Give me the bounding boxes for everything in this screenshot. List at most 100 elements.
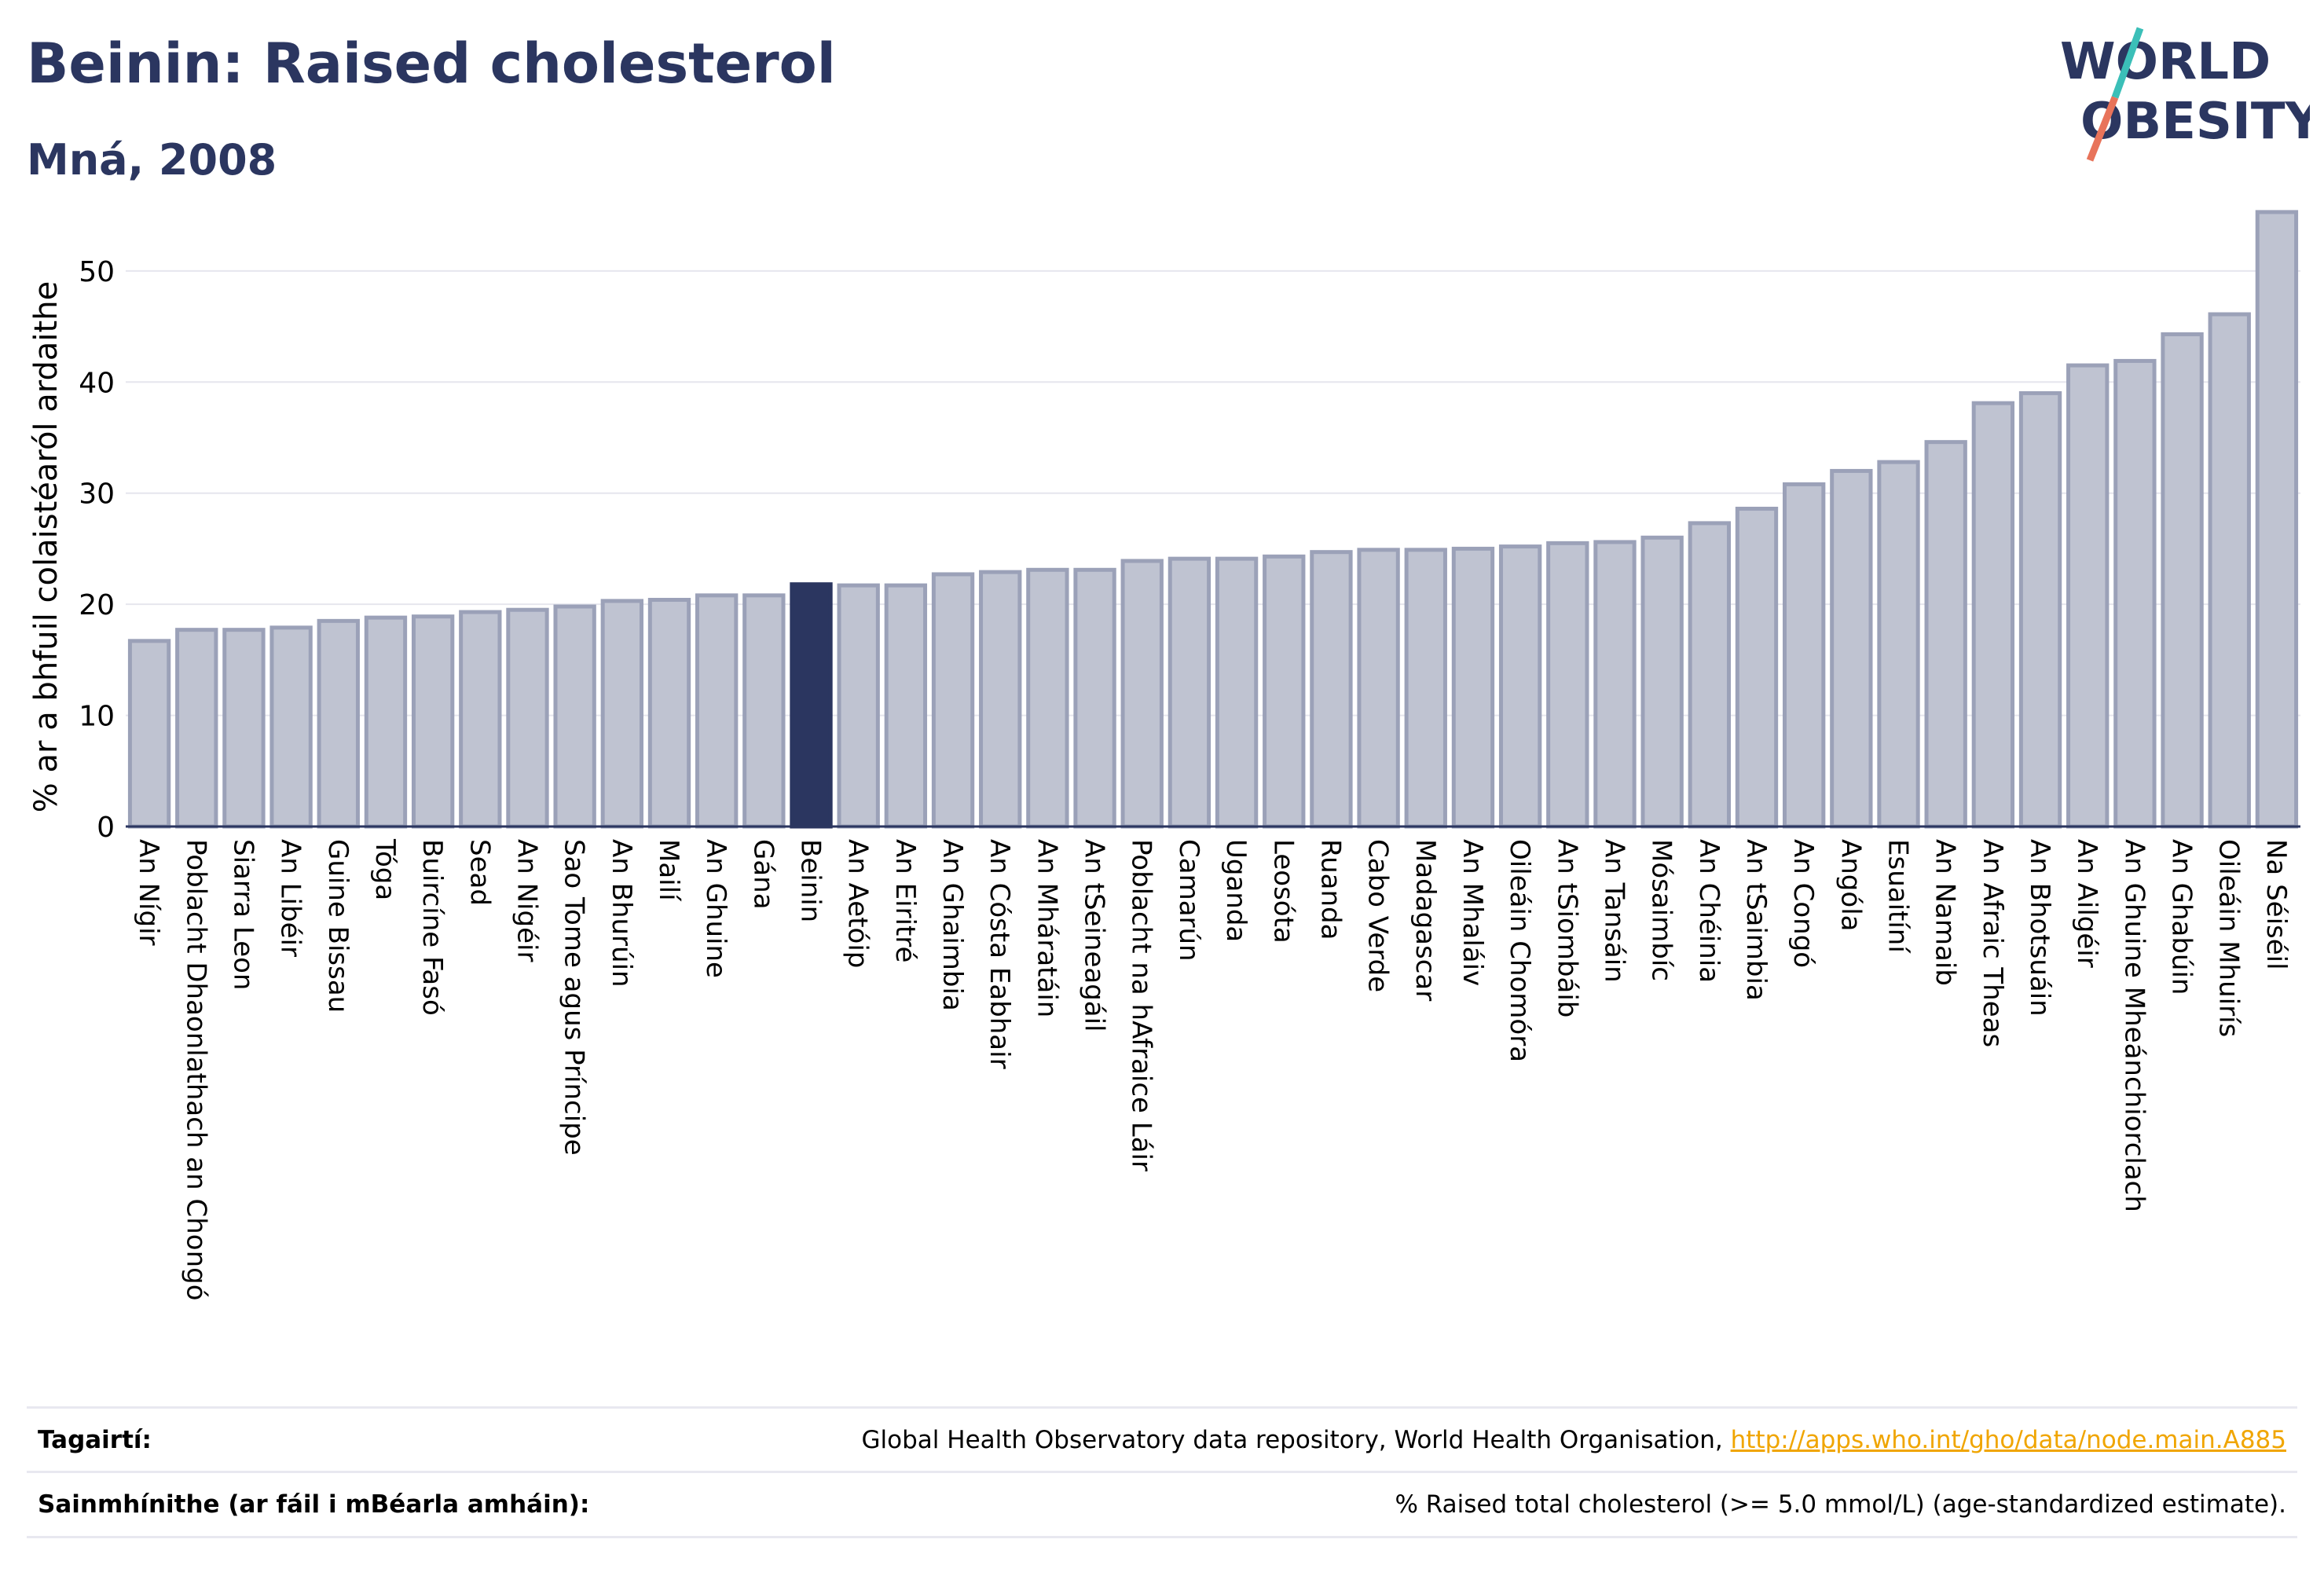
- logo-slash-top: [2111, 27, 2144, 99]
- bar: [2066, 363, 2110, 829]
- bar: [2255, 210, 2299, 829]
- logo-text-obesity: OBESITY: [2080, 93, 2310, 151]
- x-tick-label: Siarra Leon: [227, 839, 258, 990]
- bar: [979, 570, 1022, 829]
- bar: [1310, 550, 1353, 829]
- x-tick-label: An Ghaimbia: [937, 839, 968, 1011]
- bar: [931, 572, 975, 829]
- logo-slash-bottom: [2086, 96, 2119, 162]
- bar: [837, 583, 880, 829]
- x-tick-label: An Namaib: [1930, 839, 1961, 986]
- x-tick-label: Poblacht Dhaonlathach an Chongó: [180, 839, 211, 1301]
- references-row: Tagairtí: Global Health Observatory data…: [27, 1406, 2297, 1472]
- x-tick-label: An tSeineagáil: [1079, 839, 1110, 1032]
- bar: [1877, 460, 1920, 829]
- bar-highlight: [790, 582, 833, 829]
- category-labels: An Nígir Poblacht Dhaonlathach an Chongó S…: [133, 838, 2292, 1301]
- x-tick-label: An Afraic Theas: [1977, 839, 2008, 1047]
- bar: [1498, 544, 1542, 829]
- x-tick-label: An Bhurúin: [606, 839, 637, 988]
- bar: [1924, 440, 1967, 829]
- x-tick-label: Guine Bissau: [322, 839, 354, 1013]
- x-tick-label: Angóla: [1835, 839, 1866, 931]
- x-tick-label: An Congó: [1787, 839, 1819, 968]
- x-tick-label: Beinin: [795, 839, 827, 922]
- bar: [269, 625, 313, 829]
- references-link[interactable]: http://apps.who.int/gho/data/node.main.A…: [1730, 1426, 2286, 1454]
- page-title: Beinin: Raised cholesterol: [27, 31, 836, 96]
- x-tick-label: An Tansáin: [1598, 839, 1629, 983]
- bar: [1688, 521, 1731, 829]
- x-tick-label: An Libéir: [275, 839, 306, 957]
- x-tick-label: Na Séiséil: [2260, 839, 2292, 970]
- x-tick-label: An Ghuine Mheánchiorclach: [2118, 839, 2150, 1212]
- bar: [1640, 535, 1684, 829]
- bar: [222, 628, 266, 829]
- y-tick-label: 20: [79, 589, 115, 621]
- bar: [1263, 554, 1306, 829]
- bar: [1073, 567, 1116, 829]
- references-value: Global Health Observatory data repositor…: [862, 1426, 2286, 1454]
- bar: [1451, 546, 1495, 829]
- x-tick-label: An Chéinia: [1693, 839, 1725, 983]
- bar: [127, 639, 171, 829]
- bar: [884, 583, 928, 829]
- x-tick-label: Poblacht na hAfraice Láir: [1126, 839, 1157, 1171]
- bar: [1971, 401, 2015, 829]
- x-tick-label: An Cósta Eabhair: [984, 839, 1015, 1069]
- bar: [1026, 567, 1069, 829]
- x-tick-label: An Eiritré: [889, 839, 921, 962]
- bar: [2113, 358, 2157, 829]
- bar: [459, 610, 502, 829]
- x-tick-label: Mailí: [653, 839, 684, 902]
- y-tick-label: 40: [79, 367, 115, 399]
- x-tick-label: Camarún: [1173, 839, 1204, 962]
- bar: [506, 607, 549, 829]
- bar: [1357, 548, 1400, 829]
- x-tick-label: Sead: [464, 839, 495, 906]
- bar: [1830, 468, 1873, 829]
- bar-chart: 0 10 20 30 40 50 % ar a bhfuil colaistéaról ar…: [28, 210, 2300, 1301]
- bar: [2161, 332, 2204, 829]
- y-axis-label: % ar a bhfuil colaistéaról ardaithe: [28, 281, 64, 812]
- y-tick-label: 10: [79, 701, 115, 733]
- x-tick-label: An Ailgéir: [2071, 839, 2102, 968]
- bar: [317, 618, 360, 829]
- x-tick-label: An Bhotsuáin: [2024, 839, 2055, 1017]
- definitions-label: Sainmhínithe (ar fáil i mBéarla amháin):: [38, 1490, 590, 1519]
- definitions-row: Sainmhínithe (ar fáil i mBéarla amháin):…: [27, 1471, 2297, 1538]
- x-tick-label: Tóga: [369, 838, 401, 900]
- x-tick-label: Ruanda: [1314, 839, 1346, 940]
- world-obesity-logo: WORLD OBESITY: [2060, 27, 2310, 162]
- page-subtitle: Mná, 2008: [27, 135, 277, 185]
- references-label: Tagairtí:: [38, 1426, 152, 1454]
- bar: [1215, 556, 1259, 829]
- bar: [647, 597, 691, 829]
- bar: [2018, 390, 2062, 829]
- bar: [1546, 541, 1589, 829]
- y-tick-label: 0: [97, 812, 115, 844]
- x-tick-label: An Ghuine: [700, 839, 731, 978]
- bar: [1783, 482, 1826, 829]
- definitions-value: % Raised total cholesterol (>= 5.0 mmol/…: [1395, 1490, 2286, 1519]
- x-tick-label: Sao Tome agus Príncipe: [559, 839, 590, 1156]
- bar: [742, 593, 786, 829]
- bar: [1120, 559, 1164, 829]
- bar: [600, 599, 643, 829]
- x-tick-label: Oileáin Chomóra: [1504, 839, 1535, 1062]
- x-tick-label: Uganda: [1220, 839, 1252, 942]
- bar: [1404, 548, 1447, 829]
- x-tick-label: An Mhaláiv: [1457, 839, 1488, 986]
- references-text: Global Health Observatory data repositor…: [861, 1426, 1731, 1454]
- y-tick-label: 50: [79, 256, 115, 288]
- bar: [1593, 540, 1637, 829]
- bars: [127, 210, 2299, 829]
- x-tick-label: Buircíne Fasó: [416, 839, 448, 1016]
- x-tick-label: An Nígir: [133, 839, 164, 946]
- x-tick-label: An Nigéir: [511, 839, 542, 962]
- x-tick-label: An Aetóip: [842, 839, 874, 968]
- x-tick-label: Gána: [747, 839, 779, 910]
- logo-text-world: WORLD: [2060, 33, 2271, 91]
- x-tick-label: Madagascar: [1409, 839, 1441, 1001]
- bar: [364, 615, 408, 829]
